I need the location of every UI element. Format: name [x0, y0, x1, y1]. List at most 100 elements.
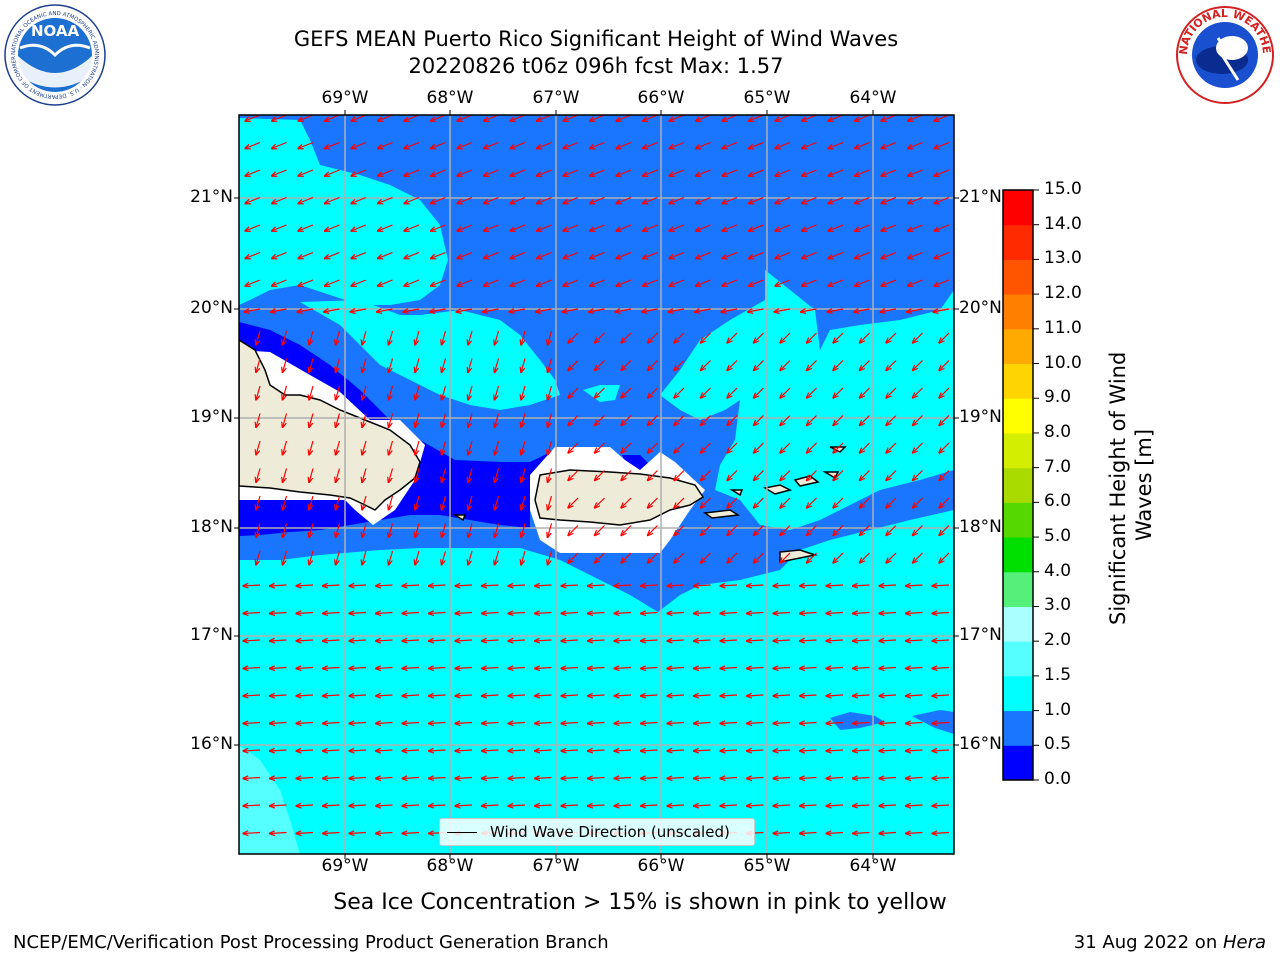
wind-arrow — [349, 750, 367, 751]
wind-arrow — [309, 495, 314, 510]
wind-arrow — [807, 525, 817, 536]
wind-arrow — [362, 440, 367, 455]
wind-arrow — [643, 224, 658, 231]
wind-arrow — [376, 613, 393, 614]
wind-arrow — [495, 385, 500, 400]
wind-arrow — [376, 668, 393, 669]
lat-label-right: 21°N — [959, 187, 1002, 207]
wind-arrow — [860, 360, 870, 371]
wind-arrow — [881, 279, 897, 286]
wind-arrow — [309, 468, 314, 483]
wind-arrow — [667, 640, 685, 641]
wind-arrow — [616, 141, 632, 149]
wind-arrow — [701, 332, 711, 343]
wind-arrow — [800, 750, 817, 751]
wind-arrow — [775, 196, 791, 204]
wind-arrow — [932, 778, 950, 779]
wind-arrow — [648, 415, 658, 426]
wind-arrow — [773, 695, 791, 696]
wind-arrow — [362, 550, 367, 565]
wind-arrow — [643, 169, 658, 176]
wind-arrow — [807, 470, 817, 481]
wind-arrow — [309, 523, 314, 538]
wind-arrow — [256, 330, 261, 345]
wind-arrow — [674, 442, 685, 453]
wind-arrow — [482, 750, 499, 751]
wind-arrow — [336, 385, 341, 400]
wind-arrow — [722, 196, 738, 204]
wind-arrow — [351, 224, 367, 231]
wind-arrow — [614, 695, 632, 696]
wind-arrow — [826, 695, 844, 696]
wind-arrow — [402, 613, 420, 614]
wind-arrow — [508, 668, 526, 669]
wind-arrow — [722, 224, 738, 231]
wind-arrow — [807, 497, 817, 508]
wind-arrow — [932, 640, 950, 641]
wind-arrow — [243, 640, 261, 641]
wind-arrow — [243, 585, 261, 586]
wind-arrow — [430, 309, 446, 312]
wind-arrow — [807, 415, 817, 426]
wind-arrow — [720, 613, 738, 614]
wind-arrow — [455, 640, 473, 641]
wind-arrow — [641, 805, 658, 806]
wind-arrow — [780, 497, 791, 508]
wind-arrow — [349, 668, 367, 669]
wind-arrow — [908, 115, 923, 121]
wind-arrow — [468, 523, 473, 538]
wind-arrow — [256, 385, 261, 400]
wind-arrow — [773, 613, 791, 614]
wind-arrow — [350, 309, 367, 312]
wind-arrow — [283, 330, 288, 345]
wind-arrow — [621, 387, 632, 398]
wind-arrow — [548, 468, 553, 483]
wind-arrow — [283, 413, 288, 428]
wind-arrow — [614, 805, 632, 806]
wind-arrow — [749, 279, 764, 286]
wind-arrow — [404, 224, 420, 231]
svg-text:Significant Height of Wind: Significant Height of Wind Waves [m] — [1106, 345, 1156, 625]
wind-arrow — [402, 833, 420, 834]
wind-arrow — [309, 440, 314, 455]
wind-arrow — [535, 750, 552, 751]
lon-label-bottom: 67°W — [532, 856, 580, 876]
wind-arrow — [256, 523, 261, 538]
colorbar-tick-label: 10.0 — [1044, 352, 1082, 373]
wind-arrow — [908, 196, 923, 204]
wind-arrow — [906, 778, 923, 779]
wind-arrow — [855, 169, 870, 176]
wind-arrow — [802, 141, 817, 149]
wind-arrow — [548, 550, 553, 565]
wind-arrow — [468, 358, 473, 373]
wind-arrow — [913, 360, 923, 371]
wind-arrow — [932, 723, 950, 724]
wind-arrow — [800, 695, 817, 696]
wind-arrow — [906, 750, 923, 751]
wind-arrow — [641, 668, 658, 669]
wind-arrow — [415, 358, 420, 373]
colorbar-title: Significant Height of Wind Waves [m] — [1106, 345, 1156, 625]
wind-arrow — [747, 640, 764, 641]
wind-arrow — [309, 330, 314, 345]
wind-arrow — [404, 251, 420, 259]
wind-arrow — [362, 468, 367, 483]
wind-arrow — [376, 778, 393, 779]
wind-arrow — [853, 723, 870, 724]
wind-arrow — [826, 640, 844, 641]
wind-arrow — [376, 833, 393, 834]
colorbar-segment — [1003, 502, 1033, 538]
wind-arrow — [535, 695, 552, 696]
map-title: GEFS MEAN Puerto Rico Significant Height… — [293, 27, 899, 51]
wind-arrow — [641, 640, 658, 641]
wind-arrow — [349, 778, 367, 779]
wind-arrow — [323, 695, 340, 696]
wind-arrow — [674, 525, 685, 536]
wind-arrow — [283, 385, 288, 400]
wind-arrow — [674, 332, 685, 343]
wind-arrow — [826, 723, 844, 724]
wind-arrow — [754, 415, 764, 426]
wind-arrow — [429, 723, 446, 724]
wind-arrow — [747, 778, 764, 779]
wind-arrow — [245, 251, 261, 259]
